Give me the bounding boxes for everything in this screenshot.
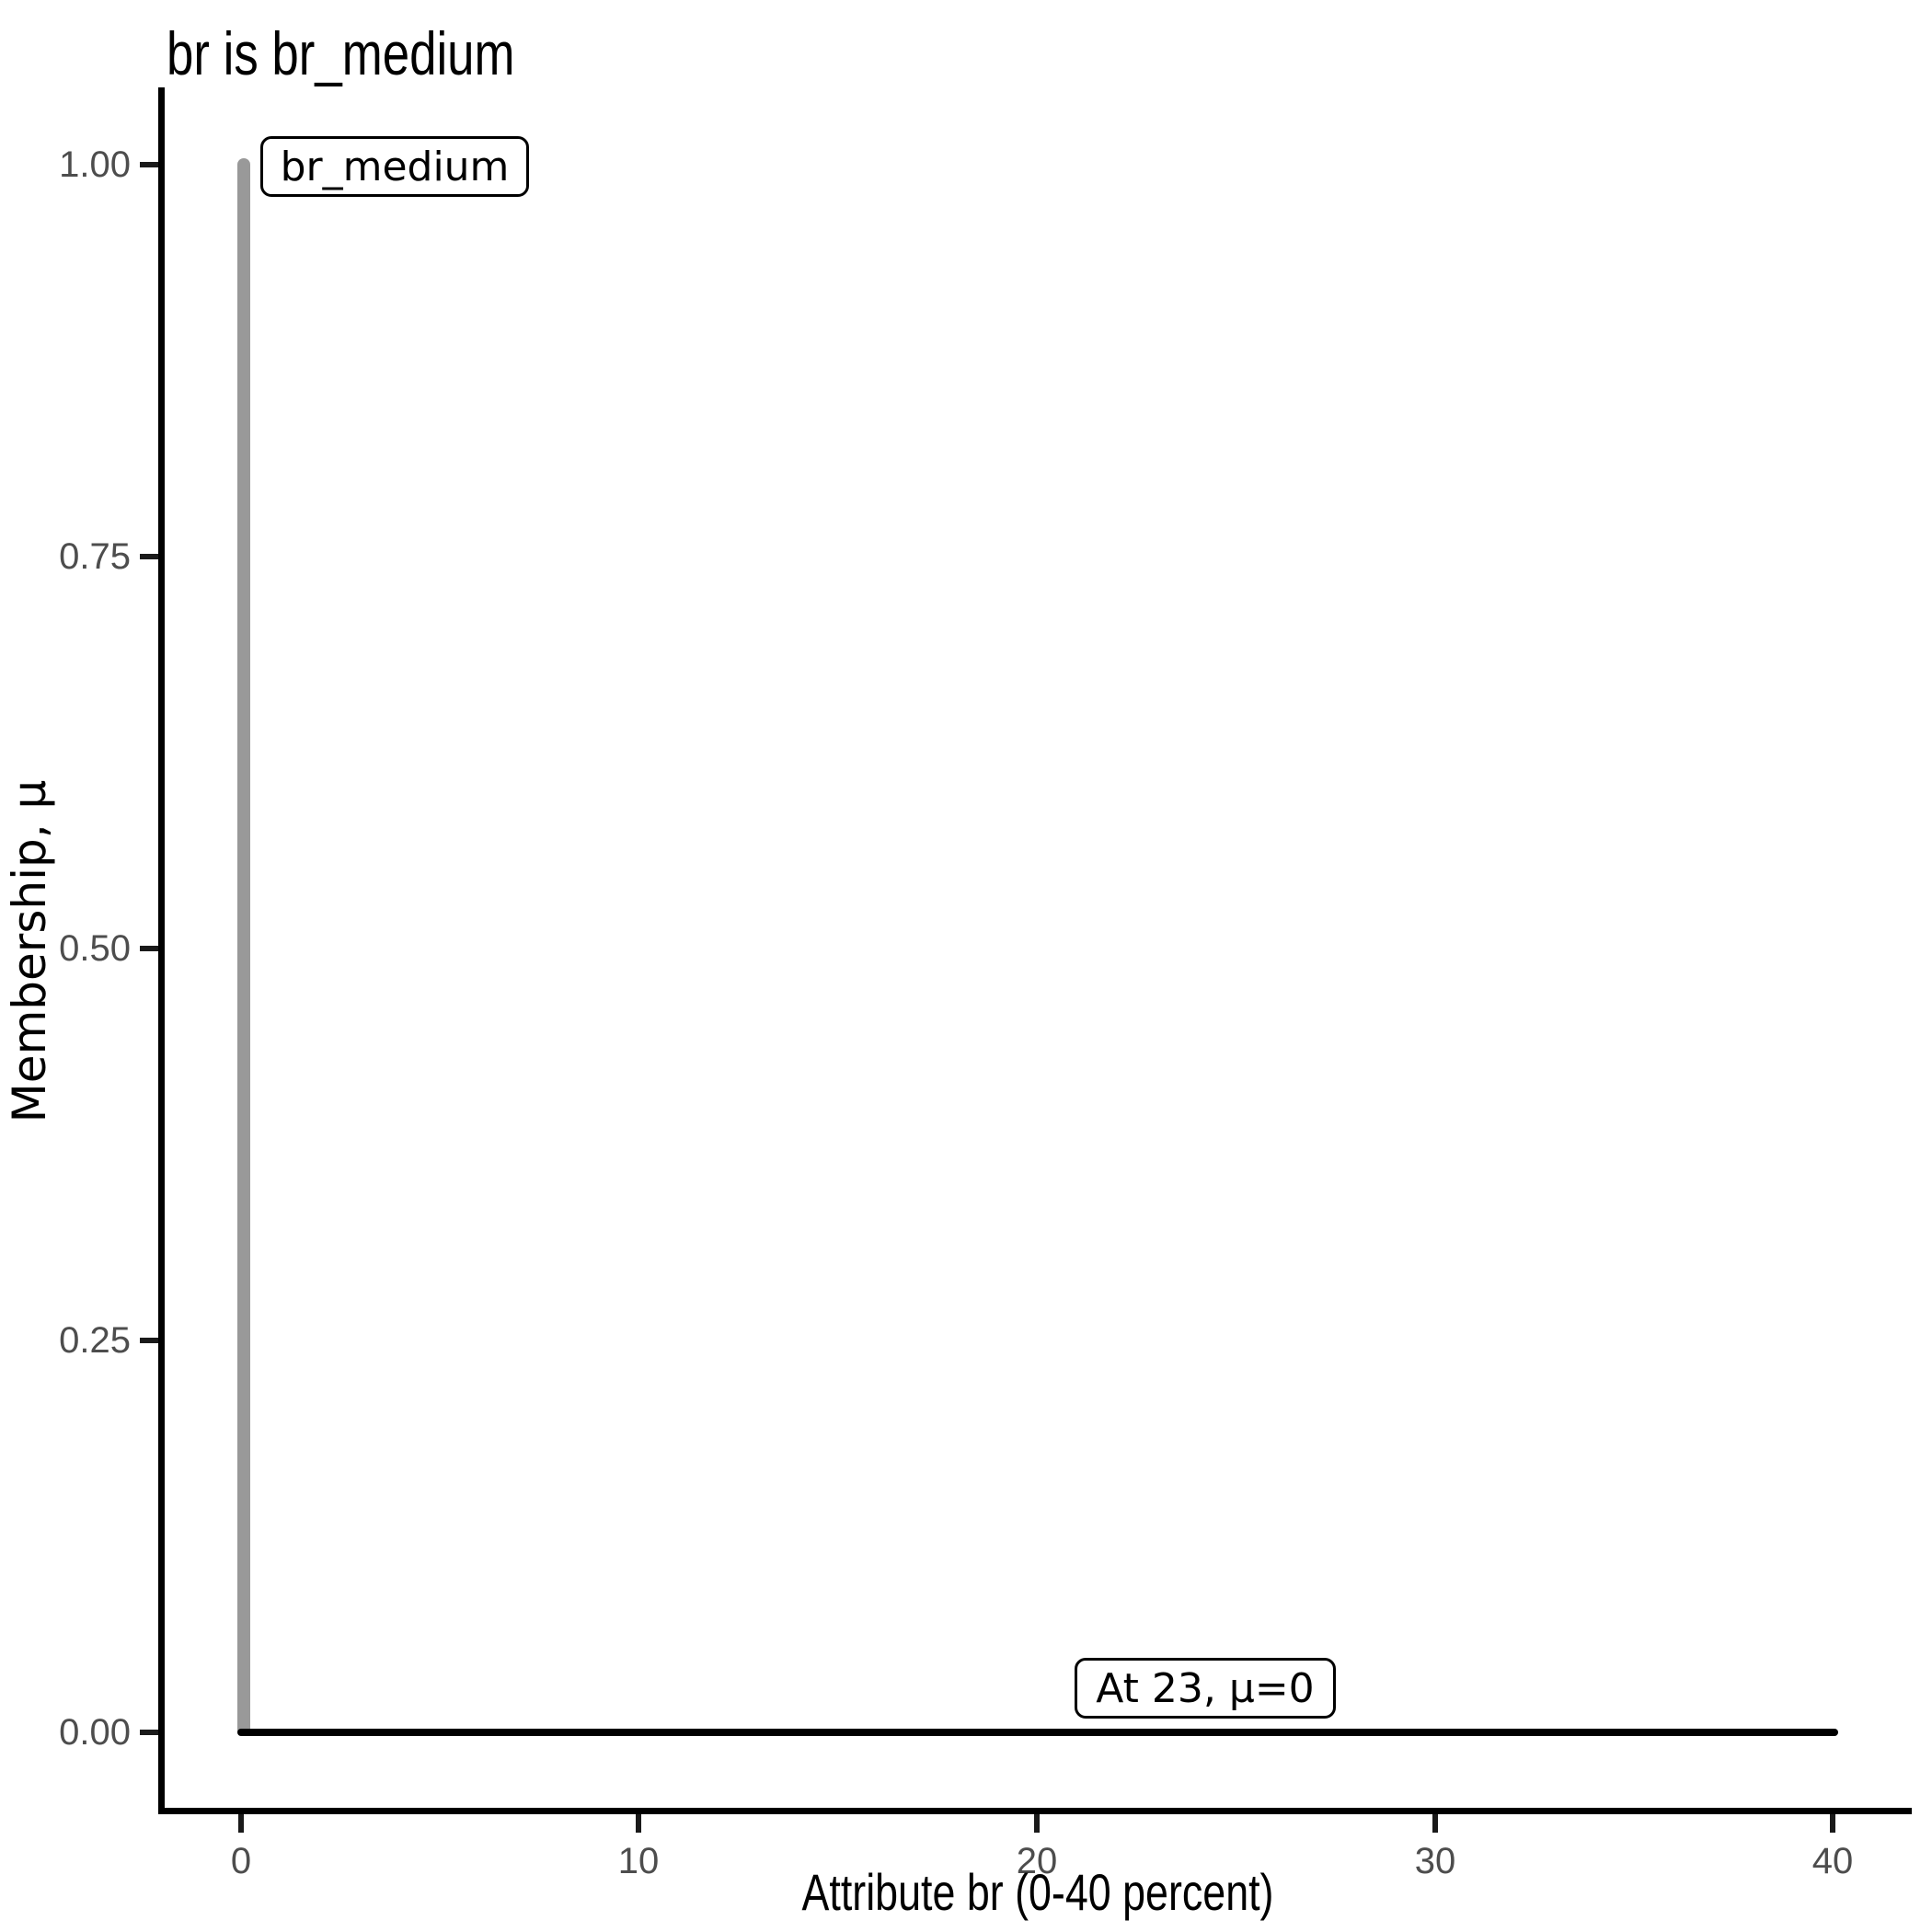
x-tick-label-0: 0 (230, 1841, 252, 1881)
chart-title: br is br_medium (167, 19, 515, 87)
x-tick-mark-20 (1034, 1814, 1040, 1833)
membership-function-line (237, 158, 250, 1736)
y-tick-label-0.50: 0.50 (59, 928, 131, 969)
x-tick-label-40: 40 (1811, 1841, 1854, 1881)
x-axis-title: Attribute br (0-40 percent) (801, 1863, 1274, 1921)
y-axis-title: Membership, μ (3, 779, 56, 1123)
y-axis-line (158, 87, 165, 1814)
x-tick-mark-10 (636, 1814, 641, 1833)
x-tick-mark-30 (1432, 1814, 1438, 1833)
x-tick-label-30: 30 (1414, 1841, 1456, 1881)
annotation-set-name: br_medium (260, 136, 529, 197)
y-tick-mark-0.00 (140, 1730, 158, 1735)
annotation-evaluation: At 23, μ=0 (1075, 1658, 1336, 1719)
x-axis-line (158, 1808, 1912, 1814)
y-tick-label-0.75: 0.75 (59, 536, 131, 577)
y-tick-label-0.00: 0.00 (59, 1712, 131, 1753)
x-tick-label-20: 20 (1016, 1841, 1058, 1881)
evaluation-zero-line (237, 1729, 1838, 1736)
x-tick-label-10: 10 (617, 1841, 660, 1881)
y-tick-mark-0.75 (140, 554, 158, 559)
y-tick-label-1.00: 1.00 (59, 144, 131, 185)
y-tick-mark-1.00 (140, 162, 158, 167)
y-tick-mark-0.25 (140, 1338, 158, 1343)
x-tick-mark-0 (238, 1814, 244, 1833)
annotation-set-name-text: br_medium (280, 143, 510, 190)
y-tick-label-0.25: 0.25 (59, 1320, 131, 1361)
x-tick-mark-40 (1830, 1814, 1835, 1833)
annotation-evaluation-text: At 23, μ=0 (1096, 1664, 1315, 1712)
y-tick-mark-0.50 (140, 946, 158, 951)
